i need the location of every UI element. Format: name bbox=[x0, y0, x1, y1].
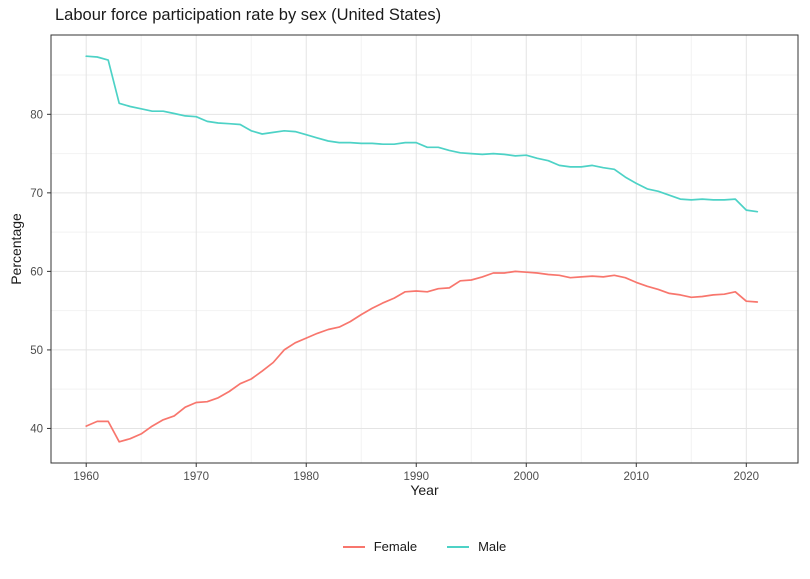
y-tick-label: 40 bbox=[30, 423, 43, 435]
y-tick-label: 70 bbox=[30, 188, 43, 200]
legend: Female Male bbox=[51, 539, 798, 554]
panel-border bbox=[50, 34, 799, 464]
chart-title: Labour force participation rate by sex (… bbox=[55, 6, 442, 24]
legend-label: Female bbox=[373, 539, 418, 554]
x-tick-label: 1970 bbox=[183, 471, 209, 483]
y-axis-title: Percentage bbox=[8, 213, 24, 285]
legend-key-male bbox=[447, 545, 470, 548]
y-tick-label: 60 bbox=[30, 266, 43, 278]
plot-area: 1960 1970 1980 1990 2000 2010 2020 40 50 60 70 80 bbox=[30, 34, 799, 483]
female-line bbox=[85, 270, 759, 443]
x-tick-label: 1960 bbox=[73, 471, 99, 483]
y-tick-label: 50 bbox=[30, 345, 43, 357]
x-axis-title: Year bbox=[410, 482, 439, 498]
legend-key-female bbox=[342, 545, 365, 548]
x-tick-label: 2000 bbox=[513, 471, 539, 483]
x-tick-label: 2020 bbox=[733, 471, 759, 483]
legend-item-male: Male bbox=[447, 539, 506, 554]
y-tick-label: 80 bbox=[30, 109, 43, 121]
x-tick-label: 1990 bbox=[403, 471, 429, 483]
male-line bbox=[85, 55, 759, 213]
legend-item-female: Female bbox=[342, 539, 418, 554]
legend-label: Male bbox=[478, 539, 507, 554]
x-tick-label: 1980 bbox=[293, 471, 319, 483]
x-tick-label: 2010 bbox=[623, 471, 649, 483]
